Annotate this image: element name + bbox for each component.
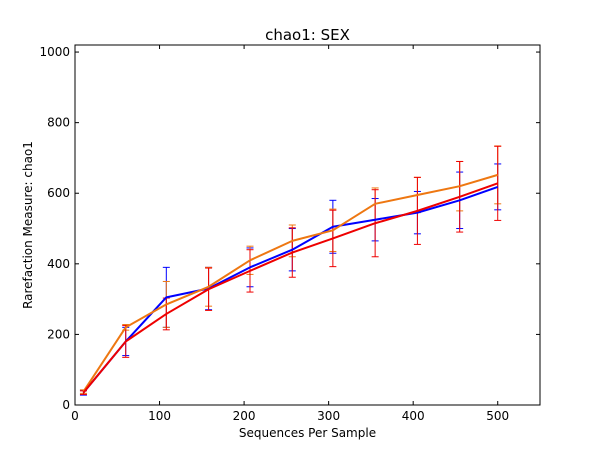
chart-title: chao1: SEX — [265, 26, 350, 44]
x-tick-label: 0 — [71, 409, 79, 423]
y-tick-label: 400 — [47, 257, 70, 271]
series-line-1 — [82, 173, 499, 393]
x-tick-label: 100 — [148, 409, 171, 423]
y-axis-label: Rarefaction Measure: chao1 — [21, 141, 35, 309]
y-tick-label: 0 — [62, 398, 70, 412]
ticks-layer: 0 100 200 300 400 500 0 200 400 600 800 1000 — [39, 45, 540, 423]
plot-background — [75, 45, 540, 405]
plot-frame — [74, 44, 541, 406]
x-tick-label: 200 — [233, 409, 256, 423]
series-layer — [79, 145, 502, 396]
y-tick-label: 1000 — [39, 45, 70, 59]
x-tick-label: 300 — [317, 409, 340, 423]
x-axis-label: Sequences Per Sample — [239, 426, 376, 440]
y-tick-label: 800 — [47, 116, 70, 130]
x-tick-label: 500 — [486, 409, 509, 423]
series-line-2 — [82, 182, 499, 394]
y-tick-label: 200 — [47, 327, 70, 341]
x-tick-label: 400 — [402, 409, 425, 423]
y-tick-label: 600 — [47, 186, 70, 200]
